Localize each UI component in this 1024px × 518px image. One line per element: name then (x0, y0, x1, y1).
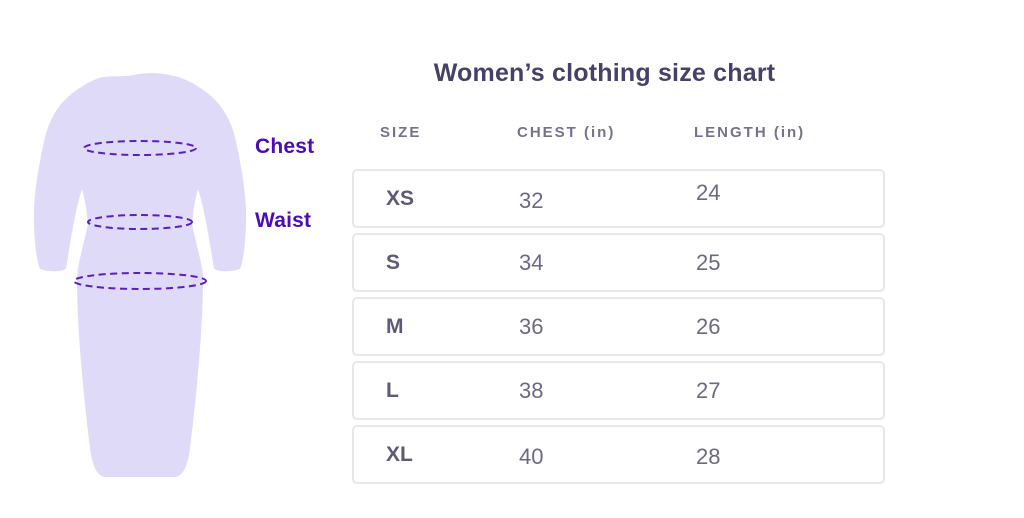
cell-length: 27 (696, 377, 721, 403)
cell-size: L (386, 378, 399, 402)
cell-length: 28 (696, 443, 721, 469)
header-chest: CHEST (in) (517, 123, 616, 141)
waist-measurement-line (87, 214, 193, 230)
table-header: SIZE CHEST (in) LENGTH (in) (352, 122, 885, 142)
cell-size: XS (386, 186, 415, 210)
cell-chest: 40 (519, 443, 544, 469)
cell-length: 25 (696, 249, 721, 275)
table-row: XL 40 28 (352, 425, 885, 484)
cell-chest: 38 (519, 377, 544, 403)
cell-length: 24 (696, 179, 721, 205)
chest-label: Chest (255, 135, 315, 158)
cell-length: 26 (696, 313, 721, 339)
cell-chest: 34 (519, 249, 544, 275)
dress-silhouette (33, 73, 247, 477)
page-title: Women’s clothing size chart (433, 59, 776, 87)
waist-label: Waist (255, 209, 312, 232)
table-row: S 34 25 (352, 233, 885, 292)
header-size: SIZE (380, 123, 422, 141)
chest-measurement-line (83, 140, 197, 156)
cell-size: XL (386, 442, 413, 466)
cell-chest: 36 (519, 313, 544, 339)
cell-size: S (386, 250, 401, 274)
table-row: L 38 27 (352, 361, 885, 420)
table-row: M 36 26 (352, 297, 885, 356)
header-length: LENGTH (in) (694, 123, 806, 141)
dress-illustration (33, 73, 247, 477)
size-table: XS 32 24 S 34 25 M 36 26 L 38 27 XL 40 2… (352, 169, 885, 484)
table-row: XS 32 24 (352, 169, 885, 228)
cell-chest: 32 (519, 187, 544, 213)
cell-size: M (386, 314, 404, 338)
hip-measurement-line (73, 272, 207, 290)
